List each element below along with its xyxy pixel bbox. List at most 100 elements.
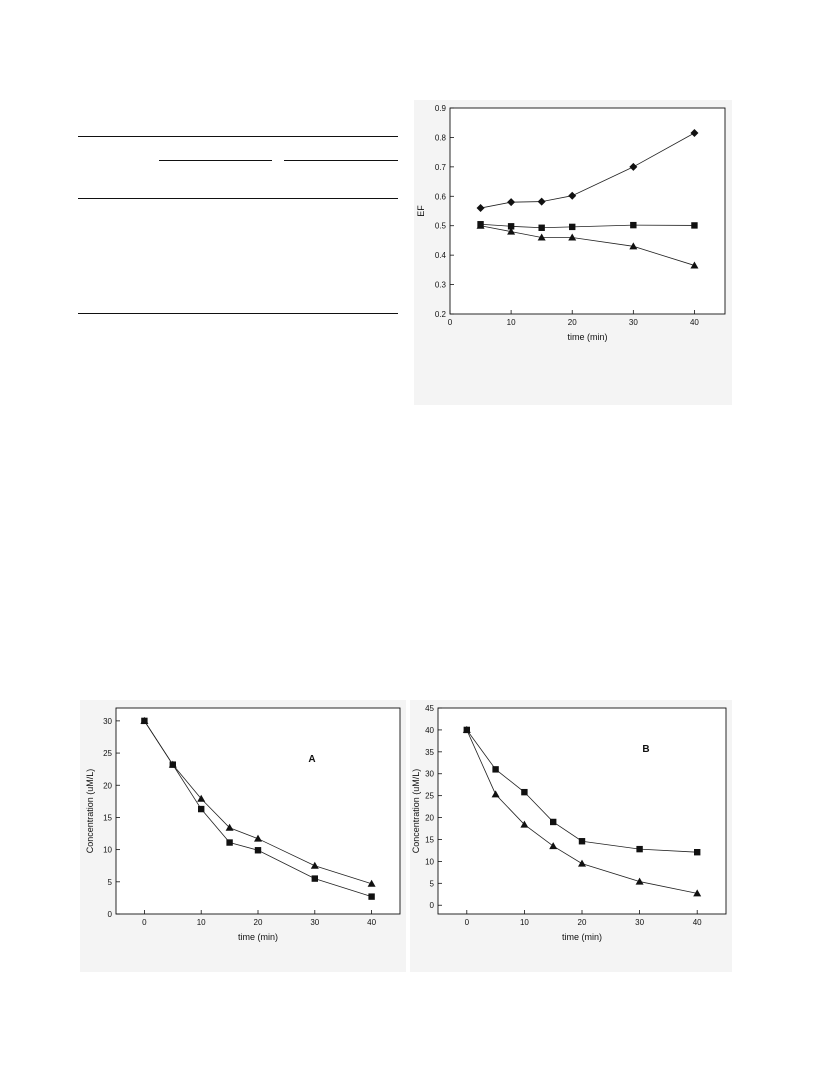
x-tick-label: 20: [578, 918, 587, 927]
data-point: [690, 261, 699, 269]
data-point: [538, 224, 545, 231]
table-group-rule-left: [159, 160, 272, 161]
y-tick-label: 35: [425, 748, 434, 757]
y-tick-label: 45: [425, 704, 434, 713]
concentration-chart-b: 0 10 20 30 40 0 5 10 15 20 25 30 35 40 45 time (min) Con…: [411, 704, 727, 942]
x-axis-label: time (min): [562, 932, 602, 942]
x-tick-label: 40: [367, 918, 376, 927]
x-axis-label: time (min): [568, 332, 608, 342]
data-point: [462, 725, 471, 733]
data-point: [507, 227, 516, 235]
data-point: [476, 221, 485, 229]
data-point: [550, 818, 557, 826]
data-point: [630, 221, 637, 229]
y-tick-label: 0.5: [435, 222, 447, 231]
series-triangle: [140, 716, 376, 887]
x-tick-label: 30: [310, 918, 319, 927]
data-point: [690, 129, 699, 138]
plot-frame: [115, 707, 401, 915]
data-point: [694, 849, 701, 856]
y-tick-label: 20: [103, 781, 112, 790]
y-tick-label: 15: [103, 813, 112, 822]
data-point: [549, 842, 558, 850]
concentration-chart-a: 0 10 20 30 40 0 5 10 15 20 25 30 time (min) Concentra…: [85, 707, 401, 942]
data-point: [568, 191, 577, 200]
x-axis-label: time (min): [238, 932, 278, 942]
data-point: [226, 839, 233, 846]
y-tick-label: 0.7: [435, 163, 447, 172]
data-point: [520, 820, 529, 828]
y-tick-label: 0.6: [435, 192, 447, 201]
y-tick-label: 0.2: [435, 310, 447, 319]
y-axis-label: EF: [416, 205, 426, 217]
table-bottom-rule: [78, 313, 398, 314]
data-point: [568, 233, 577, 241]
x-tick-label: 40: [690, 318, 699, 327]
y-tick-label: 0.8: [435, 133, 447, 142]
y-tick-label: 10: [425, 857, 434, 866]
data-point: [492, 766, 499, 773]
y-tick-label: 0: [108, 910, 113, 919]
data-point: [693, 889, 702, 897]
plot-frame: [437, 707, 727, 915]
y-tick-label: 25: [425, 792, 434, 801]
table-header-rule: [78, 198, 398, 199]
panel-label: A: [308, 754, 315, 765]
y-tick-label: 0.3: [435, 281, 447, 290]
y-tick-label: 30: [425, 770, 434, 779]
y-tick-label: 30: [103, 717, 112, 726]
data-point: [507, 223, 515, 230]
data-point: [476, 204, 485, 213]
plot-frame: [449, 107, 726, 315]
y-axis-label: Concentration (uM/L): [411, 769, 421, 854]
x-tick-label: 10: [197, 918, 206, 927]
panel-label: B: [642, 744, 649, 755]
data-point: [140, 716, 149, 724]
y-tick-label: 40: [425, 726, 434, 735]
data-point: [491, 790, 500, 798]
series-triangle: [462, 725, 702, 897]
series-diamond: [476, 129, 699, 213]
y-tick-label: 15: [425, 835, 434, 844]
concentration-chart-a-panel: 0 10 20 30 40 0 5 10 15 20 25 30 time (min) Concentra…: [80, 700, 406, 972]
data-point: [635, 877, 644, 885]
data-point: [537, 197, 546, 206]
x-tick-label: 40: [693, 918, 702, 927]
y-tick-label: 20: [425, 814, 434, 823]
series-line: [480, 223, 695, 229]
data-point: [225, 823, 234, 831]
ef-chart-panel: 0 10 20 30 40 0.2 0.3 0.4 0.5 0.6 0.7 0.8 0.9 time (m…: [414, 100, 732, 405]
y-tick-label: 5: [108, 878, 113, 887]
data-point: [367, 879, 376, 887]
y-tick-label: 5: [430, 879, 435, 888]
data-point: [368, 893, 375, 900]
data-point: [311, 875, 318, 882]
data-point: [310, 861, 319, 869]
x-tick-label: 0: [142, 918, 147, 927]
data-point: [254, 847, 262, 854]
data-point: [569, 223, 576, 231]
data-point: [254, 834, 262, 842]
x-tick-label: 20: [254, 918, 263, 927]
y-tick-label: 0.9: [435, 104, 447, 113]
data-point: [507, 198, 516, 207]
data-point: [629, 162, 638, 171]
y-tick-label: 25: [103, 749, 112, 758]
data-point: [198, 805, 205, 813]
series-triangle: [476, 221, 699, 269]
y-tick-label: 0.4: [435, 251, 447, 260]
series-line: [480, 132, 695, 209]
x-tick-label: 30: [635, 918, 644, 927]
table-group-rule-right: [284, 160, 398, 161]
data-point: [578, 859, 586, 867]
data-point: [691, 222, 698, 229]
x-tick-label: 20: [568, 318, 577, 327]
x-tick-label: 30: [629, 318, 638, 327]
data-point: [197, 794, 206, 802]
x-tick-label: 10: [520, 918, 529, 927]
data-point: [168, 760, 177, 768]
concentration-chart-b-panel: 0 10 20 30 40 0 5 10 15 20 25 30 35 40 45 time (min) Con…: [410, 700, 732, 972]
data-point: [629, 242, 638, 250]
ef-chart: 0 10 20 30 40 0.2 0.3 0.4 0.5 0.6 0.7 0.8 0.9 time (m…: [416, 104, 726, 342]
series-line: [480, 225, 695, 266]
